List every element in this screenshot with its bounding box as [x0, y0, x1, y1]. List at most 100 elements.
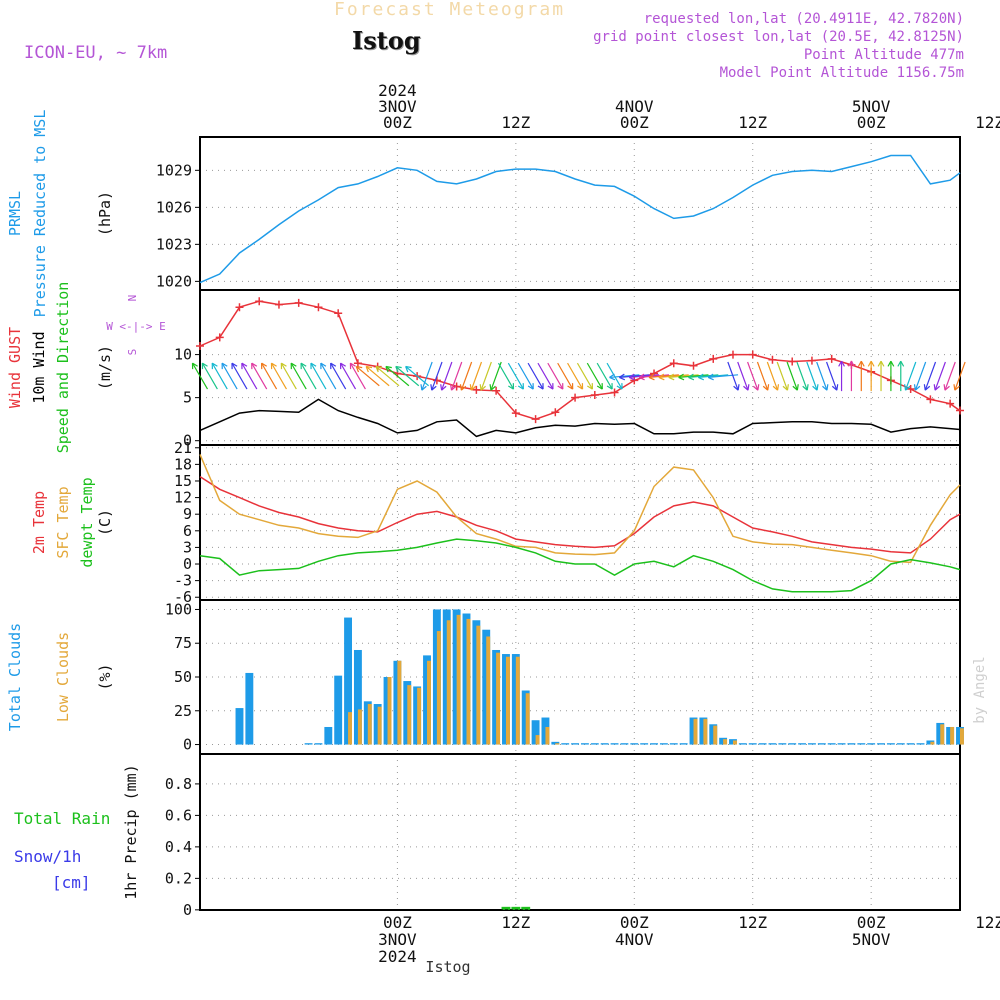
y-tick-label: 0.8	[165, 775, 192, 793]
wind-direction-arrow	[934, 361, 946, 391]
wind-speed-line	[199, 398, 961, 438]
low-cloud-bar	[486, 636, 491, 745]
low-cloud-bar	[387, 677, 392, 745]
wind-arrow-head	[792, 384, 799, 391]
low-cloud-bar	[476, 625, 481, 745]
gust-marker	[235, 303, 244, 312]
wind-arrow-head	[479, 384, 487, 391]
wind-arrow-head	[459, 384, 467, 391]
wind-arrow-head	[782, 384, 789, 391]
wind-arrow-head	[567, 383, 574, 390]
wind-direction-arrow	[796, 361, 808, 391]
wind-direction-arrow	[507, 362, 524, 390]
gust-marker	[196, 341, 204, 350]
total-cloud-bar	[857, 743, 866, 745]
y-tick-label: 3	[183, 538, 192, 556]
wind-direction-arrow	[280, 362, 297, 390]
wind-direction-arrow	[576, 362, 593, 390]
wind-direction-arrow	[776, 361, 789, 391]
wind-direction-arrow	[330, 362, 347, 390]
precip-snow-label: Snow/1h	[14, 847, 81, 866]
total-cloud-bar	[235, 708, 244, 745]
wind-arrow-head	[688, 373, 695, 381]
wind-direction-arrow	[241, 362, 258, 390]
footer-station-label: Istog	[425, 958, 470, 976]
wind-direction-arrow	[251, 362, 268, 390]
wind-direction-arrow	[211, 362, 228, 390]
wind-direction-arrow	[537, 362, 554, 390]
total-cloud-bar	[324, 726, 333, 745]
wind-direction-arrow	[766, 361, 779, 391]
top-time-label: 12Z	[501, 113, 530, 132]
wind-direction-arrow	[395, 366, 420, 387]
bottom-time-label: 12Z	[738, 913, 767, 932]
wind-arrow-head	[743, 384, 750, 391]
wind-direction-arrow	[191, 362, 209, 390]
wind-direction-arrow	[527, 362, 544, 390]
wind-arrow-head	[678, 373, 685, 381]
low-cloud-bar	[555, 743, 560, 745]
y-tick-label: 1029	[156, 161, 192, 179]
total-cloud-bar	[886, 743, 895, 745]
wind-arrow-head	[290, 362, 297, 370]
total-cloud-bar	[314, 743, 323, 745]
gust-marker	[748, 350, 757, 359]
bottom-time-label: 12Z	[501, 913, 530, 932]
y-tick-label: 15	[174, 472, 192, 490]
pressure-line	[199, 154, 961, 284]
rain-bar	[521, 906, 531, 910]
precip-rain-label: Total Rain	[14, 809, 110, 828]
panel-unit: (C)	[96, 509, 114, 536]
wind-arrow-head	[211, 362, 218, 370]
wind-arrow-head	[385, 365, 392, 373]
wind-direction-arrow	[924, 361, 937, 391]
wind-direction-arrow	[375, 366, 400, 387]
wind-arrow-head	[733, 384, 740, 391]
precip-unit: 1hr Precip (mm)	[122, 764, 140, 899]
gust-marker	[709, 354, 718, 363]
wind-arrow-head	[440, 384, 447, 391]
low-cloud-bar	[723, 739, 728, 745]
rain-bar	[501, 906, 511, 910]
total-cloud-bar	[679, 743, 688, 745]
y-tick-label: 50	[174, 668, 192, 686]
panel-unit: (hPa)	[96, 191, 114, 236]
wind-direction-arrow	[261, 362, 278, 390]
wind-direction-arrow	[648, 374, 679, 379]
total-cloud-bar	[590, 743, 599, 745]
wind-direction-arrow	[340, 362, 357, 390]
gust-marker	[551, 408, 560, 417]
y-tick-label: 0	[183, 555, 192, 573]
wind-direction-arrow	[786, 361, 798, 391]
wind-direction-arrow	[914, 361, 927, 391]
wind-direction-arrow	[904, 361, 917, 391]
model-point-altitude: Model Point Altitude 1156.75m	[719, 65, 964, 81]
low-cloud-bar	[456, 614, 461, 745]
wind-direction-arrow	[747, 361, 759, 391]
wind-arrow-head	[848, 360, 855, 367]
wind-arrow-head	[537, 383, 544, 390]
wind-arrow-head	[857, 360, 865, 367]
wind-direction-arrow	[567, 362, 584, 390]
low-cloud-bar	[703, 718, 708, 745]
wind-direction-arrow	[365, 366, 390, 387]
low-cloud-bar	[535, 735, 540, 745]
wind-arrow-head	[831, 384, 839, 391]
rain-bar	[511, 906, 521, 910]
total-cloud-bar	[600, 743, 609, 745]
bottom-time-label: 00Z	[620, 913, 649, 932]
wind-arrow-head	[365, 365, 373, 373]
precip-snow-unit: [cm]	[52, 873, 91, 892]
wind-direction-arrow	[517, 362, 534, 390]
panel-label: Low Clouds	[54, 632, 72, 722]
wind-direction-arrow	[727, 361, 739, 391]
wind-direction-arrow	[557, 362, 574, 390]
total-cloud-bar	[610, 743, 619, 745]
y-tick-label: 1020	[156, 272, 192, 290]
low-cloud-bar	[377, 706, 382, 745]
panel-unit: (%)	[96, 663, 114, 690]
wind-direction-arrow	[490, 361, 502, 391]
y-tick-label: 18	[174, 455, 192, 473]
low-cloud-bar	[693, 718, 698, 745]
low-cloud-bar	[732, 740, 737, 745]
